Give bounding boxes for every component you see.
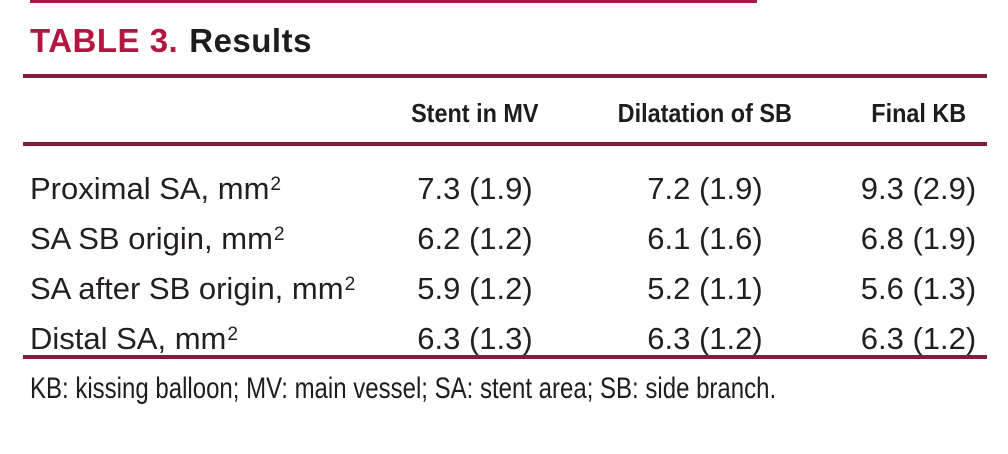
column-header: Dilatation of SB (617, 98, 793, 128)
cell-value: 5.9 (1.2) (417, 271, 533, 306)
table-row: Distal SA, mm2 6.3 (1.3) 6.3 (1.2) 6.3 (1.2… (23, 316, 987, 366)
top-rule (30, 0, 757, 3)
table-footnote: KB: kissing balloon; MV: main vessel; SA… (30, 372, 963, 406)
footnote-text: KB: kissing balloon; MV: main vessel; SA… (30, 372, 777, 405)
table-row: SA after SB origin, mm2 5.9 (1.2) 5.2 (1.1… (23, 266, 987, 316)
cell-value: 7.2 (1.9) (647, 171, 763, 206)
table-body: Proximal SA, mm2 7.3 (1.9) 7.2 (1.9) 9.3 (2… (23, 166, 987, 366)
table-number-label: TABLE 3. (30, 22, 179, 59)
row-label: SA after SB origin, mm2 (30, 271, 356, 306)
table-row: SA SB origin, mm2 6.2 (1.2) 6.1 (1.6) 6.8 (… (23, 216, 987, 266)
cell-value: 6.2 (1.2) (417, 221, 533, 256)
header-spacer-cell (23, 98, 390, 129)
bottom-divider-rule (23, 355, 987, 359)
cell-value: 7.3 (1.9) (417, 171, 533, 206)
column-header: Stent in MV (411, 98, 539, 128)
header-divider-rule (23, 142, 987, 146)
table-row: Proximal SA, mm2 7.3 (1.9) 7.2 (1.9) 9.3 (2… (23, 166, 987, 216)
caption-divider-rule (23, 74, 987, 78)
cell-value: 5.6 (1.3) (860, 271, 977, 306)
cell-value: 6.8 (1.9) (860, 221, 977, 256)
row-label: Distal SA, mm2 (30, 321, 239, 356)
column-header: Final KB (871, 98, 966, 128)
row-label: SA SB origin, mm2 (30, 221, 285, 256)
cell-value: 5.2 (1.1) (647, 271, 763, 306)
cell-value: 6.3 (1.2) (647, 321, 763, 356)
cell-value: 6.1 (1.6) (647, 221, 763, 256)
row-label: Proximal SA, mm2 (30, 171, 282, 206)
cell-value: 6.3 (1.2) (860, 321, 977, 356)
table-title-text: Results (189, 22, 312, 59)
cell-value: 9.3 (2.9) (860, 171, 977, 206)
table-caption: TABLE 3. Results (30, 22, 312, 60)
table-header-row: Stent in MV Dilatation of SB Final KB (23, 98, 987, 129)
cell-value: 6.3 (1.3) (417, 321, 533, 356)
